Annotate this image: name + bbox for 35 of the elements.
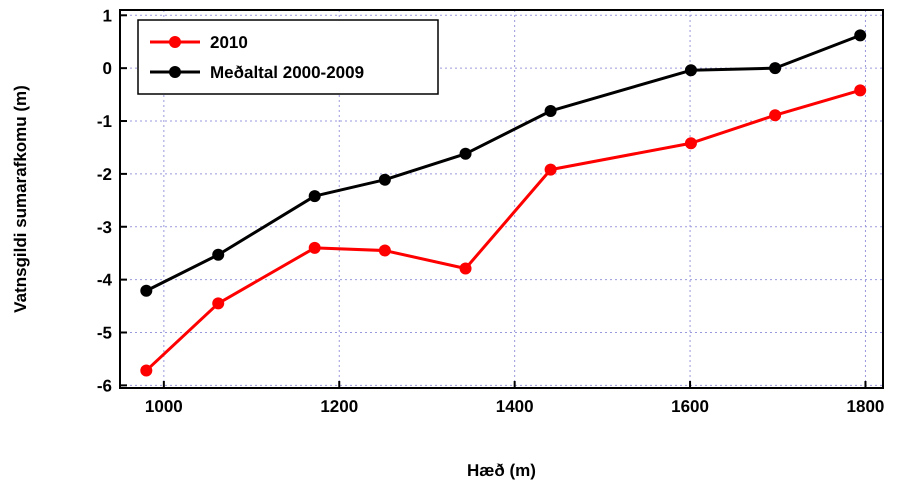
point [460,148,472,160]
point [140,364,152,377]
y-tick-label: 0 [102,59,112,78]
y-tick-label: -5 [96,323,112,342]
x-tick-label: 1000 [144,397,183,416]
point [212,248,224,261]
y-tick-label: -2 [96,164,112,184]
point [212,297,224,310]
x-tick-label: 1200 [320,397,358,416]
y-tick-label: -4 [96,270,113,290]
point [378,174,391,186]
point [854,29,866,42]
x-axis-title: Hæð (m) [467,461,536,480]
point [460,262,472,275]
y-tick-label: -1 [96,112,112,132]
point [769,109,782,122]
point [544,104,557,117]
point [684,137,697,150]
point [140,284,152,297]
legend-label: 2010 [210,33,248,52]
point [308,242,321,254]
y-tick-label: -3 [96,218,112,237]
point [308,190,321,202]
y-tick-label: -6 [96,376,112,396]
y-tick-label: 1 [102,6,112,26]
x-tick-label: 1400 [496,397,534,416]
x-tick-label: 1800 [846,397,884,416]
y-axis-title: Vatnsgildi sumarafkomu (m) [11,85,30,313]
point [684,64,697,76]
point [769,62,782,74]
x-tick-label: 1600 [671,397,709,416]
point [378,244,391,257]
point [854,84,866,96]
point [544,164,557,176]
legend-label: Meðaltal 2000-2009 [210,63,364,82]
